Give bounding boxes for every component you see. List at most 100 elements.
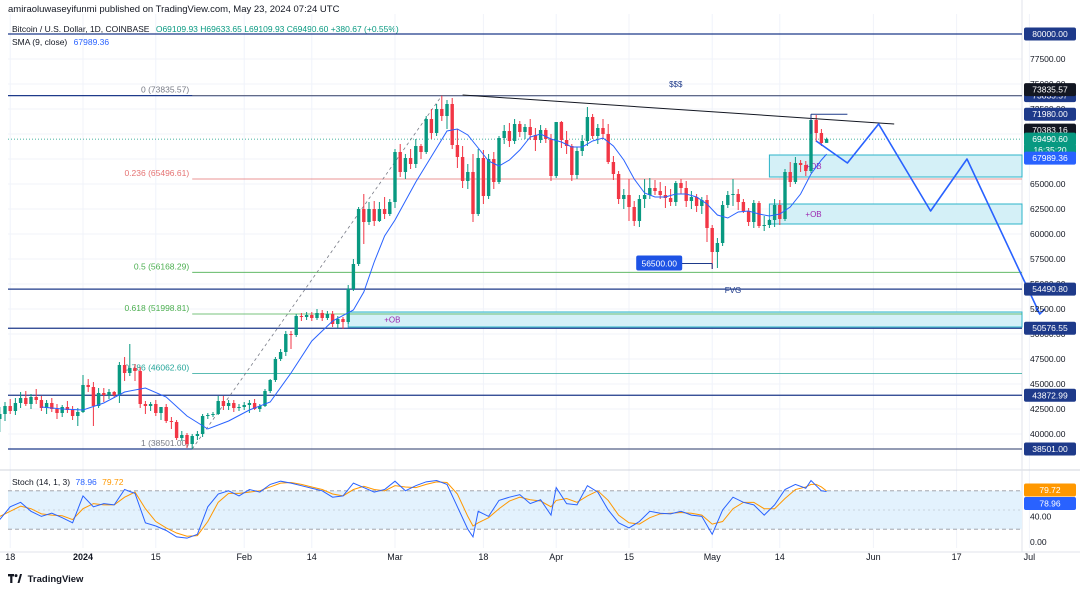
candle-body [798,163,803,165]
price-tick-label: 65000.00 [1030,179,1066,189]
candle-body [715,243,720,252]
tradingview-footer[interactable]: TradingView [8,574,83,585]
candle-body [497,138,501,182]
order-block-label: +OB [805,210,821,219]
candle-body [674,183,678,202]
candle-body [190,436,194,444]
candle-body [294,316,298,335]
stoch-k-value: 78.96 [75,477,97,487]
time-tick-label: 15 [151,552,161,562]
candle-body [689,197,694,201]
price-tick-label: 60000.00 [1030,229,1066,239]
projection-arrowhead [1035,307,1046,316]
candle-body [720,205,725,243]
candle-body [710,228,714,252]
candle-body [65,407,70,410]
candle-body [200,416,205,434]
candle-body [3,406,7,414]
candle-body [788,172,792,182]
price-label-text: 56500.00 [641,259,677,269]
grid-layer [0,0,1080,553]
level-price-badge: 80000.00 [1032,29,1068,39]
stoch-k-badge: 78.96 [1039,498,1061,508]
candle-body [278,352,283,359]
candle-body [767,220,772,225]
stoch-k-line [0,479,827,539]
zones-layer: +OB +OB +OB [347,154,1023,328]
candle-body [112,392,116,395]
candle-body [242,405,246,407]
candle-body [523,127,527,132]
candle-body [325,314,330,318]
candle-body [445,104,449,116]
candle-body [102,393,106,395]
candle-body [486,159,491,196]
time-tick-label: Feb [236,552,252,562]
candle-body [341,319,345,322]
candle-body [632,207,636,221]
price-tick-label: 77500.00 [1030,54,1066,64]
candle-body [772,205,777,220]
candle-body [44,403,49,408]
candle-body [372,209,376,221]
fib-level-label: 0.5 (56168.29) [134,261,189,271]
level-price-badge: 50576.55 [1032,323,1068,333]
projection-path [815,123,1041,315]
stoch-d-line [0,481,827,537]
candle-body [460,157,465,181]
price-badge: 71980.00 [1032,109,1068,119]
candle-body [164,407,168,421]
candle-body [393,152,397,202]
candle-body [658,191,662,195]
candle-body [611,162,616,174]
candle-body [226,403,231,406]
level-price-badge-bg [1024,442,1076,456]
stoch-d-badge-bg [1024,483,1076,497]
price-tick-label: 47500.00 [1030,354,1066,364]
candle-body [76,412,80,416]
ohlc-values: O69109.93 H69633.65 L69109.93 C69490.60 … [155,24,399,34]
candle-body [637,199,642,221]
candle-body [268,380,272,391]
candle-body [528,127,532,135]
candle-body [258,406,262,409]
candle-body [793,163,798,182]
candle-body [237,407,241,408]
candle-body [616,174,621,199]
candle-body [252,403,257,409]
chart-annotation: $$$ [669,80,683,89]
candle-body [289,334,293,335]
candle-body [346,289,350,322]
stoch-layer [0,479,1022,539]
stoch-d-badge: 79.72 [1039,485,1061,495]
candle-body [91,387,96,406]
price-tick-label: 45000.00 [1030,379,1066,389]
order-block-label: +OB [384,316,400,325]
candle-body [362,209,366,222]
candle-body [336,319,340,324]
candle-body [544,130,548,139]
candle-body [434,109,439,133]
level-price-badge: 43872.99 [1032,390,1068,400]
candle-body [138,371,142,404]
candle-body [86,385,90,387]
level-price-badge-bg [1024,27,1076,41]
order-block-zone [768,203,1023,225]
fib-level-label: 0.786 (46062.60) [124,362,189,372]
price-tick-label: 40000.00 [1030,429,1066,439]
price-badge-bg [1024,107,1076,121]
stoch-tick-label: 40.00 [1030,511,1052,521]
candle-body [741,202,746,211]
candle-body [299,316,304,317]
candle-body [804,165,808,171]
candle-body [367,209,371,222]
stoch-legend: Stoch (14, 1, 3) 78.96 79.72 [12,477,123,487]
candle-body [398,152,402,172]
candle-body [29,397,33,404]
candle-body [601,128,605,134]
candle-body [107,392,111,395]
candle-body [570,146,574,175]
tradingview-logo-icon [8,574,22,583]
candle-body [388,202,392,214]
